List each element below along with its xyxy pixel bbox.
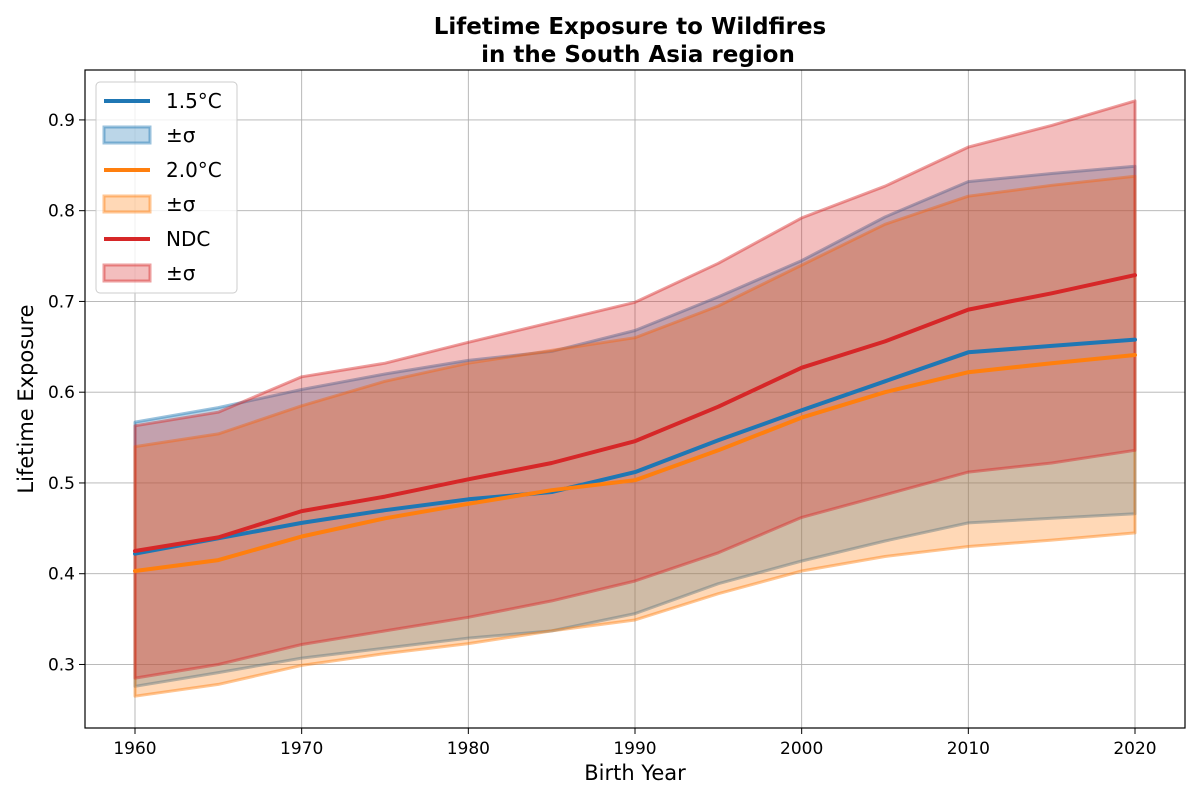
y-tick-label: 0.8 <box>48 202 75 222</box>
y-tick-label: 0.9 <box>48 111 75 131</box>
legend-band-label-ndc: ±σ <box>166 261 196 285</box>
x-tick-label: 1960 <box>113 739 156 759</box>
band-2-0-c <box>133 174 1137 698</box>
x-tick-label: 1980 <box>447 739 490 759</box>
legend-band-label-2-0-c: ±σ <box>166 192 196 216</box>
legend-items: 1.5°C ±σ 2.0°C ±σ NDC ±σ <box>102 89 222 285</box>
y-axis-label: Lifetime Exposure <box>14 304 38 493</box>
x-axis-ticks: 1960 1970 1980 1990 2000 2010 2020 <box>113 728 1157 759</box>
x-tick-label: 2000 <box>780 739 823 759</box>
grid <box>85 70 1185 728</box>
error-bands <box>133 99 1137 698</box>
y-tick-label: 0.3 <box>48 655 75 675</box>
line-1-5-c <box>133 337 1137 556</box>
y-tick-label: 0.5 <box>48 474 75 494</box>
chart-title-line-1: Lifetime Exposure to Wildfires <box>434 14 827 40</box>
legend-label-2-0-c: 2.0°C <box>166 158 222 182</box>
legend-label-1-5-c: 1.5°C <box>166 89 222 113</box>
x-tick-label: 1970 <box>280 739 323 759</box>
x-axis-label: Birth Year <box>584 761 686 785</box>
band-1-5-c <box>133 164 1137 688</box>
legend-band-swatch-ndc <box>102 263 152 283</box>
x-tick-label: 2010 <box>947 739 990 759</box>
x-tick-label: 1990 <box>613 739 656 759</box>
x-tick-label: 2020 <box>1113 739 1156 759</box>
y-tick-label: 0.6 <box>48 383 75 403</box>
legend-label-ndc: NDC <box>166 227 210 251</box>
band-ndc <box>133 99 1137 680</box>
y-tick-label: 0.7 <box>48 292 75 312</box>
legend-band-label-1-5-c: ±σ <box>166 123 196 147</box>
y-axis-ticks: 0.3 0.4 0.5 0.6 0.7 0.8 0.9 <box>48 111 85 675</box>
chart-title-line-2: in the South Asia region <box>481 42 795 68</box>
line-2-0-c <box>133 353 1137 573</box>
legend-band-swatch-2-0-c <box>102 194 152 214</box>
line-ndc <box>133 273 1137 553</box>
series-lines <box>133 273 1137 573</box>
legend-band-swatch-1-5-c <box>102 125 152 145</box>
y-tick-label: 0.4 <box>48 565 75 585</box>
legend: 1.5°C ±σ 2.0°C ±σ NDC ±σ <box>95 81 238 294</box>
